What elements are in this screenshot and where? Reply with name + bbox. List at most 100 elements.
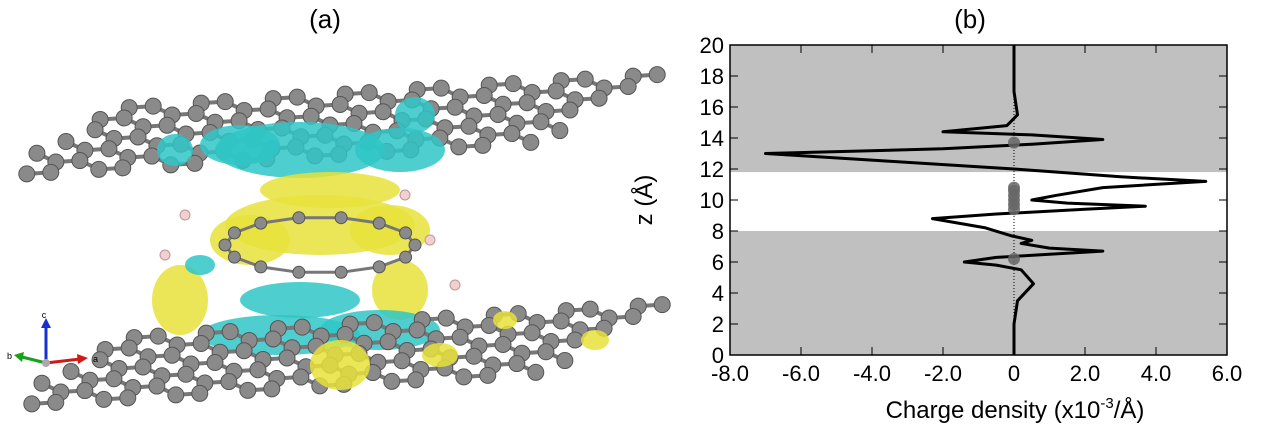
atom	[379, 333, 397, 351]
triad-a	[45, 357, 81, 365]
atom	[474, 136, 492, 154]
atom	[552, 312, 570, 330]
atom	[494, 336, 512, 353]
atom	[206, 354, 224, 371]
atom	[590, 89, 608, 107]
hydrogen	[449, 279, 461, 291]
atom	[28, 144, 46, 162]
atom	[227, 226, 241, 240]
atom	[653, 296, 671, 314]
atom	[292, 211, 306, 225]
atom	[249, 361, 267, 379]
atom	[119, 389, 137, 407]
structure-render	[18, 66, 671, 413]
atom	[288, 88, 306, 106]
atom	[334, 211, 348, 225]
atom	[158, 116, 176, 134]
isosurface	[152, 265, 208, 335]
atom	[293, 318, 311, 336]
isosurface	[581, 330, 609, 350]
isosurface	[157, 134, 193, 166]
atom	[57, 133, 75, 150]
triad-origin	[42, 359, 50, 367]
atom	[399, 226, 413, 240]
triad-b-head	[14, 352, 24, 362]
atom	[407, 371, 425, 389]
hydrogen	[159, 249, 171, 261]
isosurface	[200, 125, 280, 165]
atom	[100, 140, 118, 158]
atom	[522, 133, 540, 151]
atom	[451, 328, 469, 346]
x-tick-label: 4.0	[1141, 361, 1172, 386]
chart-title: (b)	[954, 4, 986, 34]
x-tick-label: 0	[1008, 361, 1020, 386]
atom	[581, 300, 599, 318]
atom	[71, 152, 89, 170]
atom	[302, 107, 320, 125]
triad-label-c: c	[42, 310, 47, 320]
atom	[504, 75, 522, 93]
y-tick-label: 8	[712, 219, 724, 244]
y-tick-label: 2	[712, 312, 724, 337]
atom	[120, 339, 138, 357]
isosurface	[395, 97, 435, 133]
atom	[372, 260, 386, 274]
triad-c-head	[41, 318, 51, 328]
atom	[374, 103, 392, 121]
panel-a-title: (a)	[309, 4, 341, 34]
atom	[503, 125, 521, 143]
atom	[408, 238, 422, 252]
atom	[163, 346, 181, 364]
atom	[523, 324, 541, 342]
x-label-text: Charge density (x10	[886, 397, 1101, 424]
atom	[42, 163, 60, 181]
y-tick-label: 4	[712, 281, 724, 306]
atom	[18, 165, 36, 183]
hydrogen	[399, 189, 411, 201]
chart-b: -8.0 -6.0 -4.0 -2.0 0 2.0 4.0 6.0 0 2 4 6 8 10 12 14 16 1…	[700, 33, 1243, 386]
atom	[254, 260, 268, 274]
atom	[556, 352, 574, 370]
atom	[86, 121, 104, 139]
atom	[167, 386, 185, 404]
atom	[191, 384, 209, 402]
isosurface	[355, 128, 445, 172]
atom	[95, 390, 113, 408]
atom	[475, 86, 493, 104]
isosurface	[185, 255, 215, 275]
atom	[489, 106, 507, 123]
hydrogen	[424, 234, 436, 246]
atom	[446, 98, 464, 116]
hydrogen	[179, 209, 191, 221]
x-tick-label: 6.0	[1212, 361, 1243, 386]
atom	[115, 109, 133, 127]
axis-triad: c a b	[7, 310, 98, 367]
y-tick-label: 14	[700, 126, 724, 151]
atom	[216, 93, 234, 111]
atom	[508, 355, 526, 373]
atom	[259, 100, 277, 118]
atom	[624, 307, 642, 325]
atom	[551, 122, 569, 140]
atom	[254, 216, 268, 230]
y-tick-label: 18	[700, 64, 724, 89]
shaded-band	[730, 231, 1227, 355]
atom	[33, 374, 51, 392]
atom	[408, 321, 426, 339]
atom	[437, 309, 455, 327]
y-tick-label: 6	[712, 250, 724, 275]
atom	[460, 117, 478, 135]
x-tick-label: -4.0	[853, 361, 891, 386]
atom	[278, 349, 296, 367]
y-axis-label: z (Å)	[630, 175, 658, 226]
atom-marker	[1008, 252, 1020, 265]
atom	[227, 250, 241, 264]
atom	[532, 113, 550, 131]
atom	[372, 216, 386, 230]
atom	[148, 377, 166, 395]
plot-frame	[729, 44, 1228, 356]
x-tick-label: 2.0	[1070, 361, 1101, 386]
atom	[465, 347, 483, 365]
